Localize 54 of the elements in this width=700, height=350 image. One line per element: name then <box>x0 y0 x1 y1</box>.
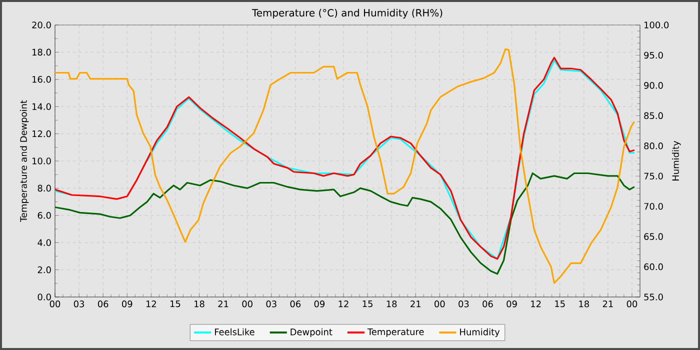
x-tick-label: 15 <box>170 300 180 308</box>
y2-tick-label: 75.0 <box>644 172 663 180</box>
y2-tick-label: 80.0 <box>644 142 663 150</box>
y2-tick-label: 100.0 <box>644 22 669 28</box>
y2-tick-label: 65.0 <box>644 233 663 240</box>
x-tick-label: 00 <box>434 300 445 308</box>
x-tick-label: 09 <box>314 300 325 308</box>
y2-tick-label: 70.0 <box>644 202 663 210</box>
x-tick-label: 15 <box>555 300 565 308</box>
y2-axis-title: Humidity <box>672 140 681 180</box>
x-tick-label: 03 <box>74 300 84 308</box>
legend-label: Temperature <box>367 328 424 337</box>
y-tick-label: 14.0 <box>32 103 51 110</box>
chart-title: Temperature (°C) and Humidity (RH%) <box>252 8 442 19</box>
y-tick-label: 10.0 <box>32 158 51 164</box>
y-tick-label: 18.0 <box>32 48 51 56</box>
x-tick-label: 03 <box>458 300 469 308</box>
x-tick-label: 09 <box>122 300 132 308</box>
y2-tick-label: 60.0 <box>644 263 663 270</box>
y2-tick-label: 55.0 <box>644 294 663 300</box>
legend-label: Dewpoint <box>290 328 332 338</box>
y2-tick-label: 95.0 <box>644 52 663 59</box>
x-tick-label: 21 <box>410 300 420 308</box>
y-tick-label: 0.0 <box>38 294 51 300</box>
y-tick-label: 8.0 <box>38 184 51 192</box>
x-tick-label: 18 <box>579 300 589 308</box>
y-tick-label: 2.0 <box>38 266 51 274</box>
y2-tick-label: 85.0 <box>644 112 663 120</box>
x-tick-label: 00 <box>626 300 638 308</box>
legend-label: Humidity <box>460 328 500 338</box>
y2-tick-label: 90.0 <box>644 82 663 89</box>
x-tick-label: 06 <box>482 300 493 308</box>
x-tick-label: 12 <box>338 300 348 308</box>
x-tick-label: 18 <box>386 300 397 308</box>
y-axis-title: Temperature and Dewpoint <box>20 100 29 222</box>
x-tick-label: 18 <box>194 300 204 308</box>
legend-label: FeelsLike <box>214 328 254 336</box>
x-tick-label: 15 <box>362 300 372 308</box>
x-tick-label: 21 <box>602 300 613 308</box>
x-tick-label: 06 <box>290 300 301 308</box>
x-tick-label: 03 <box>266 300 276 308</box>
x-tick-label: 12 <box>531 300 541 308</box>
x-tick-label: 09 <box>506 300 517 308</box>
y-tick-label: 20.0 <box>32 22 51 28</box>
y-tick-label: 4.0 <box>38 239 51 246</box>
x-tick-label: 00 <box>242 300 252 308</box>
x-tick-label: 06 <box>98 300 108 308</box>
x-tick-label: 12 <box>146 300 156 308</box>
y-tick-label: 16.0 <box>32 76 51 83</box>
line-series <box>55 172 636 275</box>
y-tick-label: 6.0 <box>38 212 51 219</box>
x-tick-label: 00 <box>50 300 60 308</box>
y-tick-label: 12.0 <box>32 130 51 138</box>
x-tick-label: 21 <box>218 300 228 308</box>
